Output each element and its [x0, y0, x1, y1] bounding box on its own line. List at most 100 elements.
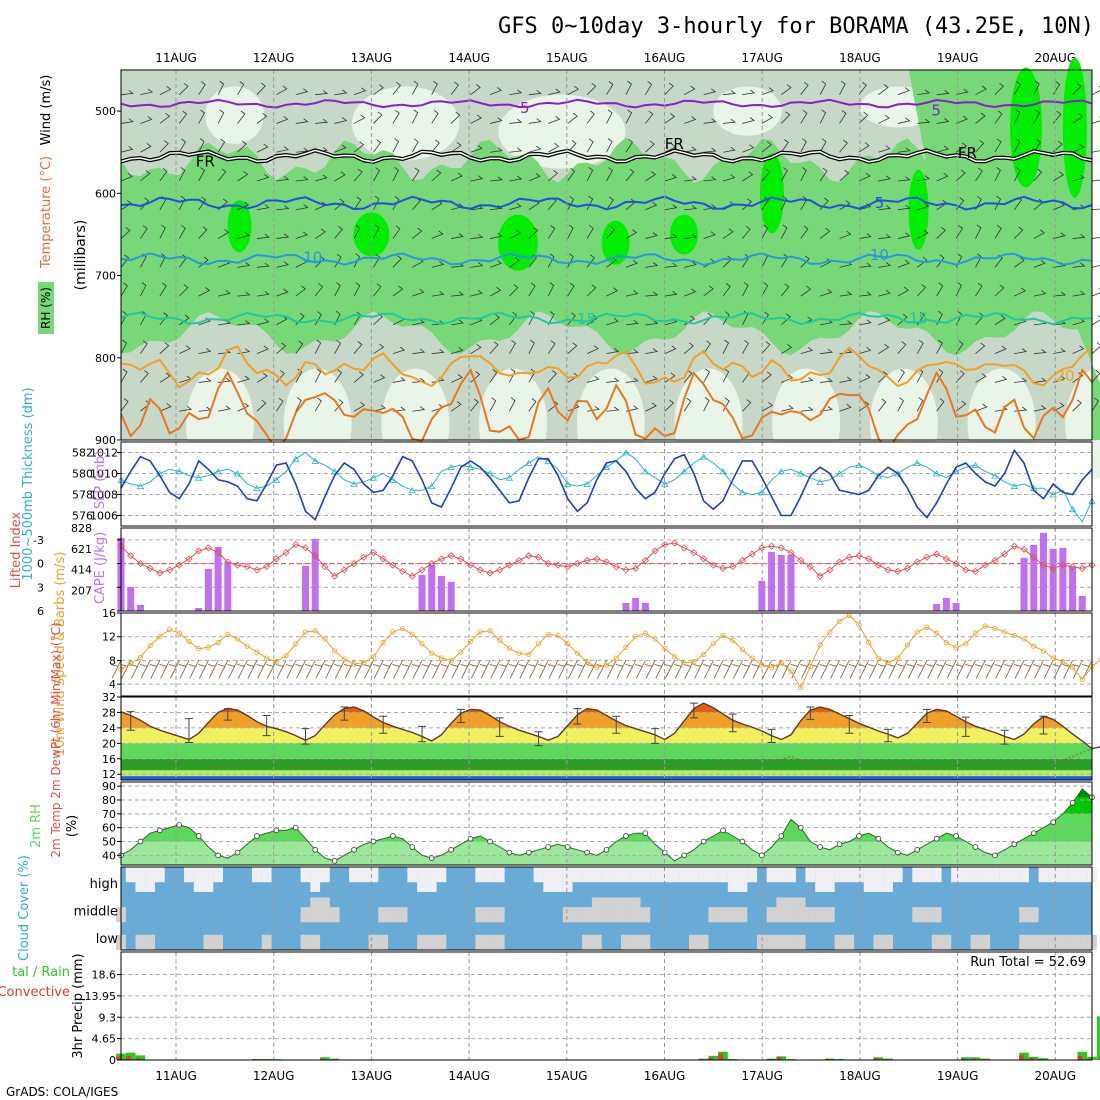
wind-barb [412, 377, 426, 383]
top-date-axis: 11AUG 12AUG 13AUG 14AUG 15AUG 16AUG 17AUG 18AUG… [155, 51, 1076, 65]
wind-barb [411, 109, 419, 124]
minmax-bar [262, 715, 271, 737]
thickness-marker [641, 468, 650, 475]
cloud-cell [1028, 907, 1039, 923]
wind-barb [1091, 116, 1100, 124]
wind-barb [761, 114, 774, 124]
surface-wind-barb [518, 660, 530, 679]
contour-label: FR [196, 152, 215, 170]
wind-barb [897, 117, 911, 124]
cloud-cell [650, 867, 660, 883]
wind-barb [450, 111, 461, 124]
wind-barb [839, 230, 852, 239]
wind-barb [120, 368, 128, 383]
surface-wind-barb [1004, 660, 1015, 679]
cloud-cell [922, 907, 932, 923]
wind-barb [548, 88, 561, 96]
precip-total-legend: tal / Rain [12, 965, 70, 980]
lifted-index-marker [729, 563, 737, 571]
wind-barb [547, 340, 556, 354]
lifted-index-marker [379, 555, 387, 563]
isotherm-line [120, 345, 1093, 389]
precip-convective-bar [116, 1056, 121, 1060]
wind-speed-marker [1060, 659, 1066, 665]
surface-wind-barb [984, 660, 996, 679]
wind-speed-marker [390, 629, 396, 635]
wind-barb [373, 167, 381, 182]
wind-barb [256, 290, 270, 297]
temp-tick-label: 28 [102, 706, 116, 719]
wind-barb [645, 375, 658, 383]
cloud-cell [310, 934, 321, 950]
wind-barb [373, 283, 382, 297]
wind-barb [742, 282, 749, 297]
wind-barb [742, 89, 756, 96]
cloud-cell [562, 907, 573, 923]
surface-wind-barb [625, 660, 637, 679]
wind-barb [159, 312, 168, 326]
wind-barb [897, 232, 911, 239]
wind-barb [1072, 233, 1086, 239]
cloud-cell [485, 934, 495, 950]
wind-barb [955, 115, 969, 124]
wind-barb [509, 368, 516, 383]
cloud-cell [1038, 934, 1049, 950]
wind-barb [878, 343, 890, 355]
wind-barb [140, 143, 152, 153]
thickness-marker [622, 449, 630, 456]
lifted-index-marker [1069, 563, 1077, 571]
slp-tick-label: 1010 [90, 468, 118, 481]
lifted-index-marker [165, 566, 174, 574]
surface-wind-barb [975, 660, 986, 679]
cloud-cell [912, 867, 923, 883]
precip-convective-bar [776, 1057, 782, 1060]
surface-wind-barb [130, 660, 141, 679]
wind-speed-marker [526, 651, 532, 658]
lifted-index-marker [156, 569, 164, 577]
wind-barb [819, 288, 833, 297]
rh-tick-label: 50 [102, 835, 116, 848]
wind-barb [528, 310, 535, 326]
surface-wind-barb [965, 660, 976, 679]
wind-barb [353, 141, 365, 153]
cloud-cell [417, 867, 427, 892]
cloud-cell [154, 867, 165, 883]
cape-bar [224, 561, 232, 611]
wind-barb [664, 113, 676, 124]
wind-barb [217, 80, 225, 95]
wind-speed-marker [652, 636, 658, 642]
lifted-index-marker [1020, 545, 1028, 553]
rh-marker [817, 844, 823, 850]
cloud-cell [358, 867, 369, 883]
wind-barb [606, 167, 613, 182]
wind-barb [140, 225, 148, 239]
lifted-index-marker [515, 556, 523, 564]
lifted-index-marker [136, 560, 144, 568]
wind-barb [858, 233, 872, 239]
wind-barb [509, 397, 516, 412]
surface-wind-barb [508, 660, 520, 679]
bottom-date-axis: 11AUG 12AUG 13AUG 14AUG 15AUG 16AUG 17AUG 18AUG… [155, 1069, 1076, 1083]
cloud-cell [815, 867, 826, 892]
minmax-bar [651, 728, 660, 744]
wind-barb [761, 141, 772, 153]
rh-dry-region [351, 86, 460, 161]
slp-line [120, 448, 1093, 522]
wind-barb [178, 83, 189, 95]
wind-barb [819, 167, 828, 182]
slp-axis-label: SLP (mb) [93, 451, 108, 510]
cape-bar [768, 551, 776, 611]
thickness-marker [136, 482, 145, 489]
lifted-index-marker [1049, 564, 1057, 572]
wind-barb [392, 138, 400, 153]
precip-convective-bar [1077, 1055, 1083, 1060]
wind-barb [819, 138, 827, 153]
wind-barb [645, 402, 657, 412]
temp-axis-label: 2m Temp 2m DewPt (6hr Min/Max) (°C) [49, 622, 63, 857]
cloud-row-label: low [96, 932, 119, 947]
lifted-index-marker [195, 547, 203, 555]
panel-frame [120, 527, 1093, 612]
lifted-index-marker [340, 566, 348, 574]
wind-barb [994, 166, 1001, 182]
